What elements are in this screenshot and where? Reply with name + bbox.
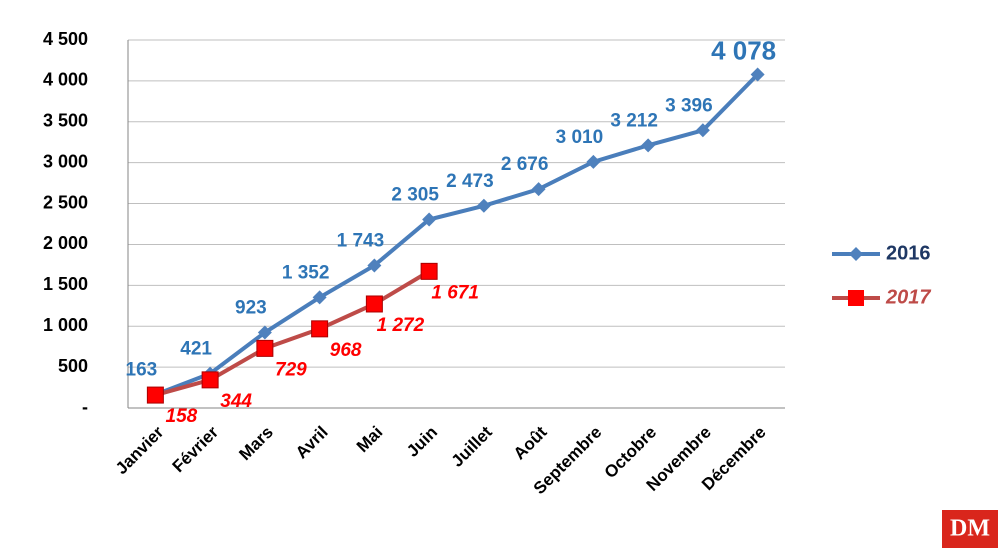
data-label: 968	[330, 340, 362, 361]
x-tick-label: Janvier	[112, 422, 168, 478]
x-tick-label: Février	[169, 422, 223, 476]
x-tick-label: Août	[510, 422, 551, 463]
data-label: 3 010	[556, 127, 604, 148]
data-label: 1 743	[337, 230, 385, 251]
data-label: 1 272	[377, 315, 425, 336]
legend-label: 2017	[885, 286, 931, 308]
legend-marker	[848, 290, 864, 306]
y-tick-label: 2 000	[43, 233, 88, 253]
x-tick-label: Avril	[292, 423, 332, 463]
data-label: 4 078	[711, 35, 776, 65]
marker	[367, 258, 382, 273]
legend-label: 2016	[886, 242, 931, 264]
marker	[256, 339, 274, 357]
data-label: 344	[220, 391, 252, 412]
data-label: 1 352	[282, 262, 330, 283]
logo-box	[942, 510, 998, 548]
marker	[422, 212, 437, 227]
y-tick-label: 3 500	[43, 111, 88, 131]
y-tick-label: 4 500	[43, 29, 88, 49]
data-label: 158	[166, 406, 198, 427]
legend-marker	[849, 247, 863, 261]
y-tick-label: 1 000	[43, 315, 88, 335]
marker	[146, 386, 164, 404]
x-tick-label: Juin	[403, 423, 441, 461]
data-label: 2 473	[446, 171, 494, 192]
data-label: 421	[180, 339, 212, 360]
x-tick-label: Mars	[235, 423, 276, 464]
y-tick-label: 1 500	[43, 274, 88, 294]
y-tick-label: 3 000	[43, 151, 88, 171]
marker	[365, 295, 383, 313]
y-tick-label: 500	[58, 356, 88, 376]
marker	[695, 123, 710, 138]
series-line	[154, 269, 431, 398]
x-tick-label: Mai	[353, 423, 386, 456]
x-tick-label: Juillet	[448, 422, 496, 470]
data-label: 1 671	[431, 282, 479, 303]
marker	[641, 138, 656, 153]
logo: DM	[950, 516, 990, 542]
marker	[586, 154, 601, 169]
data-label: 2 676	[501, 154, 549, 175]
marker	[312, 290, 327, 305]
marker	[531, 182, 546, 197]
y-tick-label: -	[82, 397, 88, 417]
marker	[311, 320, 329, 338]
marker	[201, 371, 219, 389]
data-label: 3 212	[610, 110, 658, 131]
data-label: 2 305	[391, 185, 439, 206]
y-tick-label: 2 500	[43, 192, 88, 212]
data-label: 3 396	[665, 95, 713, 116]
y-tick-label: 4 000	[43, 70, 88, 90]
data-label: 163	[126, 360, 158, 381]
marker	[420, 262, 438, 280]
marker	[750, 67, 765, 82]
marker	[476, 198, 491, 213]
marker	[257, 325, 272, 340]
series-line	[154, 73, 760, 397]
data-label: 923	[235, 298, 267, 319]
data-label: 729	[275, 359, 307, 380]
